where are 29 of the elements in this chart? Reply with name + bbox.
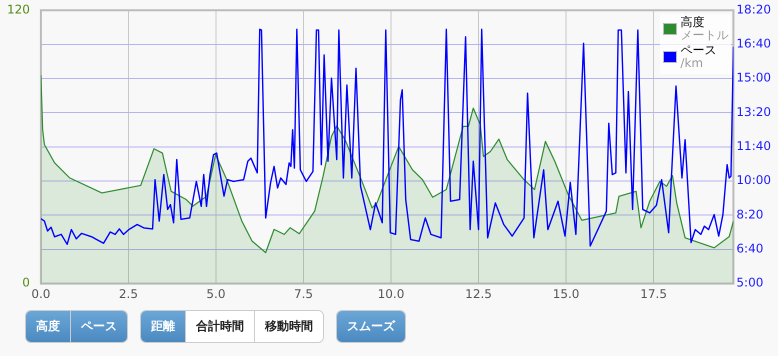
- toggle-button[interactable]: ペース: [71, 311, 127, 342]
- y2-tick-label: 18:20: [736, 2, 772, 16]
- x-tick-label: 17.5: [640, 286, 667, 301]
- x-tick-label: 15.0: [552, 286, 580, 301]
- annotation: /km: [680, 56, 704, 70]
- x-tick-label: 0.0: [31, 286, 50, 301]
- toggle-button[interactable]: 移動時間: [255, 311, 323, 342]
- x-tick-label: 7.5: [294, 286, 314, 301]
- x-tick-label: 10.0: [378, 286, 404, 301]
- y2-tick-label: 5:00: [736, 276, 764, 290]
- annotation: メートル: [680, 28, 728, 42]
- y-tick-label: 0: [22, 276, 30, 290]
- legend-label: 高度: [680, 15, 706, 30]
- toggle-button[interactable]: 合計時間: [186, 311, 255, 342]
- x-tick-label: 2.5: [118, 286, 138, 301]
- y2-tick-label: 16:40: [736, 36, 772, 50]
- y2-tick-label: 8:20: [736, 207, 764, 222]
- legend-label: ペース: [680, 43, 716, 58]
- y-tick-label: 120: [7, 2, 30, 16]
- y2-tick-label: 15:00: [736, 70, 772, 85]
- toggle-button[interactable]: 高度: [26, 311, 71, 342]
- y2-tick-label: 6:40: [736, 242, 764, 256]
- y2-tick-label: 13:20: [736, 104, 772, 119]
- y2-tick-label: 11:40: [736, 139, 772, 154]
- x-tick-label: 12.5: [465, 286, 492, 301]
- toggle-button[interactable]: 距離: [141, 311, 186, 342]
- x-tick-label: 5.0: [206, 286, 226, 301]
- toggle-button[interactable]: スムーズ: [337, 311, 405, 342]
- y2-tick-label: 10:00: [736, 173, 772, 188]
